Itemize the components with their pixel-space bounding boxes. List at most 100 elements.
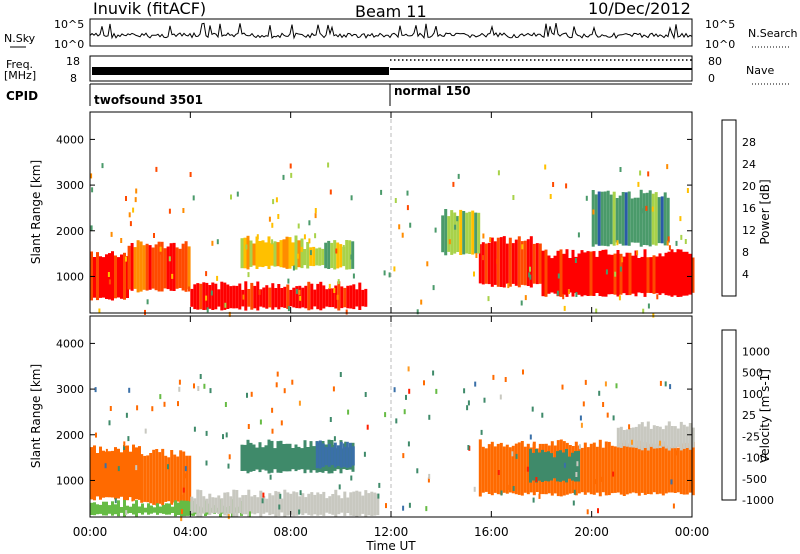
data-speck [245,244,248,250]
data-cell [246,439,250,474]
data-speck [271,407,274,413]
data-cell [484,243,488,284]
data-speck [309,250,312,256]
data-cell [114,447,117,500]
data-cell [351,241,355,269]
data-speck [605,269,608,275]
data-cell [625,429,629,447]
data-speck [146,299,149,305]
data-cell [271,495,275,515]
data-cell [307,281,311,311]
data-cell [149,453,153,504]
data-speck [247,272,250,278]
data-cell [676,428,680,447]
data-cell [337,495,341,515]
data-cell [664,445,668,494]
data-cell [493,446,497,493]
data-cell [286,492,290,516]
data-cell [514,239,518,286]
data-cell [241,495,245,515]
data-speck [278,504,281,510]
data-cell [487,242,491,285]
data-cell [367,493,371,516]
nsky-tick-high: 10^5 [54,18,84,31]
data-speck [205,271,208,277]
data-cell [264,242,268,267]
data-cell [90,447,93,500]
power-ylabel: Slant Range [km] [29,160,43,264]
data-cell [664,425,668,449]
data-speck [134,197,137,203]
data-speck [184,466,187,472]
data-cell [634,250,638,297]
data-cell [565,449,568,483]
data-cell [511,445,515,494]
data-speck [279,493,282,499]
data-cell [639,189,643,247]
data-cell [249,240,253,267]
data-cell [270,243,274,266]
data-speck [594,479,597,485]
data-speck [483,397,486,403]
data-cell [111,501,114,516]
data-cell [645,192,649,246]
data-cell [196,489,200,517]
data-speck [675,240,678,246]
data-speck [664,381,667,387]
data-cell [253,495,257,515]
data-cell [643,442,647,495]
colorbar-tick-label: 8 [742,246,749,259]
data-cell [447,216,451,252]
data-cell [99,504,102,514]
data-speck [298,400,301,406]
data-speck [674,461,677,467]
data-speck [668,245,671,251]
data-cell [145,243,149,291]
data-cell [541,449,544,482]
data-cell [679,443,683,495]
data-cell [664,252,668,296]
data-speck [544,164,547,170]
data-cell [167,457,171,502]
data-cell [544,249,548,297]
data-cell [220,281,224,311]
data-speck [197,386,200,391]
data-cell [607,441,611,496]
data-cell [138,506,141,514]
data-cell [250,496,254,514]
data-speck [123,441,126,447]
data-cell [96,453,99,497]
data-cell [244,281,248,311]
data-speck [256,234,259,240]
data-speck [628,424,631,430]
data-cell [126,256,129,298]
data-cell [571,249,575,297]
velocity-data-layer [90,316,695,522]
data-speck [522,369,524,375]
data-speck [582,401,585,407]
data-cell [330,447,334,466]
data-cell [496,443,500,495]
data-speck [272,199,275,205]
data-speck [262,492,265,498]
data-speck [182,487,185,493]
velocity-colorbar-label: Velocity [m s-1] [758,369,772,463]
data-speck [224,302,227,308]
data-speck [500,490,503,496]
data-cell [135,447,138,500]
data-cell [136,240,140,293]
data-cell [243,444,247,471]
data-speck [125,256,127,262]
data-cell [679,421,683,451]
data-cell [481,242,485,285]
data-speck [153,233,155,238]
data-cell [517,236,521,288]
data-speck [394,198,397,203]
data-cell [304,285,308,309]
data-cell [312,446,316,471]
data-cell [643,426,647,448]
data-speck [428,473,431,479]
data-speck [659,380,662,386]
data-cell [666,197,670,243]
data-speck [296,253,299,259]
